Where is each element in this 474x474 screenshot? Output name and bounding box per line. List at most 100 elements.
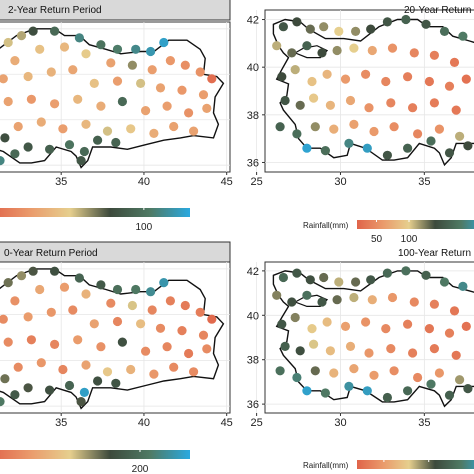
data-point [3,278,13,288]
data-point [149,369,159,379]
data-point [369,126,379,137]
chart-title: 20-Year Return P [404,5,474,16]
data-point [332,45,342,56]
country-outline [0,268,225,410]
data-point [59,282,70,292]
data-point [81,360,91,370]
data-point [169,362,179,372]
data-point [96,342,106,352]
data-point [403,143,413,153]
data-point [290,65,300,75]
data-point [319,272,329,283]
data-point [322,69,332,79]
data-point [13,121,23,132]
data-point [367,295,377,305]
data-point [89,78,99,88]
data-point [317,297,327,307]
data-point [45,144,55,154]
data-point [277,319,287,329]
data-point [13,362,23,372]
data-point [169,121,179,132]
data-point [35,44,45,54]
colorbar: 100 [0,208,190,233]
data-point [302,41,312,51]
data-point [58,124,68,134]
x-tick-label: 35 [418,417,430,429]
data-point [349,292,359,303]
data-point [287,48,297,58]
data-point [444,390,455,400]
data-point [403,386,413,396]
data-point [332,295,342,305]
data-point [28,266,38,276]
data-point [344,381,354,391]
data-point [292,17,302,27]
colorbar-label: Rainfall(mm) [303,221,349,230]
data-point [439,26,450,36]
colorbar-tick-label: 100 [401,234,418,245]
data-point [449,57,460,67]
data-point [389,366,399,376]
data-point [3,37,13,48]
data-point [444,148,455,158]
data-point [81,289,91,299]
data-point [26,94,36,104]
data-point [93,376,103,386]
data-point [334,26,344,36]
data-point [102,126,113,136]
data-point [429,299,439,309]
data-point [0,74,8,84]
data-point [345,95,356,106]
data-point [401,266,411,276]
y-tick-label: 42 [247,266,259,278]
panel-1: 2-Year Return Period 35 40 45 100 [0,0,233,233]
data-point [295,346,305,356]
data-point [351,26,361,36]
data-point [155,323,166,333]
data-point [325,100,335,110]
x-tick-label: 35 [418,176,430,188]
data-point [165,56,175,66]
data-point [180,300,190,311]
data-point [96,40,106,50]
y-tick-label: 42 [247,15,259,27]
data-point [424,76,434,87]
data-point [434,368,444,378]
x-tick-label: 30 [334,417,346,429]
x-tick-label: 25 [250,417,262,429]
data-point [23,71,33,82]
data-point [280,95,290,106]
y-tick-label: 36 [247,157,259,169]
data-point [361,69,371,79]
data-point [302,143,312,153]
data-point [73,335,83,345]
data-point [23,383,33,393]
data-point [81,49,91,59]
data-point [426,379,436,389]
data-point [429,344,439,354]
data-point [451,350,461,360]
data-point [0,314,8,324]
data-point [76,156,86,166]
data-point [364,348,374,358]
data-point [81,119,91,129]
data-point [202,103,212,113]
data-point [0,374,10,384]
data-point [429,50,439,60]
data-point [439,277,450,287]
data-point [310,122,320,132]
data-point [117,96,127,107]
y-tick-label: 40 [247,62,259,74]
data-point [329,124,339,134]
data-point [364,103,374,113]
data-point [112,284,123,295]
colorbar-tick-label: 50 [371,234,383,245]
data-point [131,284,141,295]
data-point [275,366,285,376]
data-point [444,81,455,91]
data-point [146,46,156,57]
data-point [320,388,330,398]
data-point [319,22,329,32]
data-point [106,298,116,308]
